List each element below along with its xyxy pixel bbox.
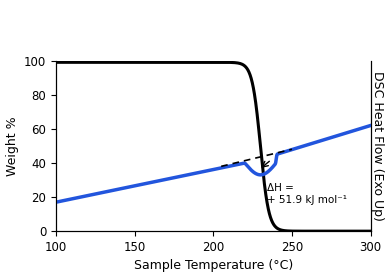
X-axis label: Sample Temperature (°C): Sample Temperature (°C) (134, 259, 293, 272)
Text: ΔH =
+ 51.9 kJ mol⁻¹: ΔH = + 51.9 kJ mol⁻¹ (267, 183, 347, 205)
Y-axis label: Weight %: Weight % (5, 116, 19, 176)
Y-axis label: DSC Heat Flow (Exo Up): DSC Heat Flow (Exo Up) (371, 71, 385, 221)
